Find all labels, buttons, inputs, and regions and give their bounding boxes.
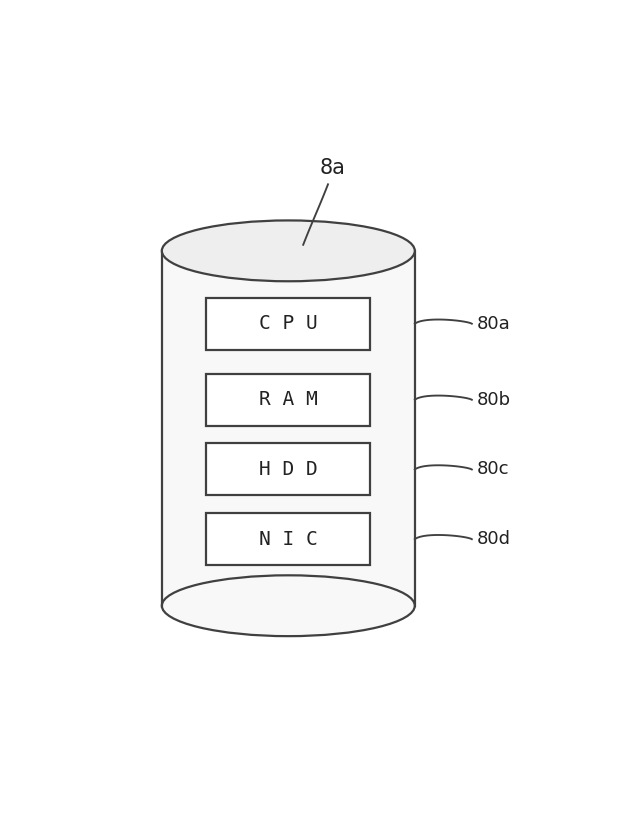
Bar bbox=[207, 374, 370, 425]
Bar bbox=[207, 298, 370, 350]
Text: 80d: 80d bbox=[477, 530, 511, 548]
Text: H D D: H D D bbox=[259, 460, 317, 479]
Polygon shape bbox=[162, 251, 415, 606]
Bar bbox=[207, 514, 370, 565]
Text: 8a: 8a bbox=[320, 158, 346, 178]
Text: C P U: C P U bbox=[259, 314, 317, 333]
Ellipse shape bbox=[162, 221, 415, 281]
Text: R A M: R A M bbox=[259, 390, 317, 409]
Ellipse shape bbox=[162, 575, 415, 636]
Text: 80a: 80a bbox=[477, 314, 511, 332]
Bar bbox=[207, 444, 370, 495]
Text: 80b: 80b bbox=[477, 391, 511, 409]
Text: N I C: N I C bbox=[259, 530, 317, 549]
Text: 80c: 80c bbox=[477, 461, 509, 478]
